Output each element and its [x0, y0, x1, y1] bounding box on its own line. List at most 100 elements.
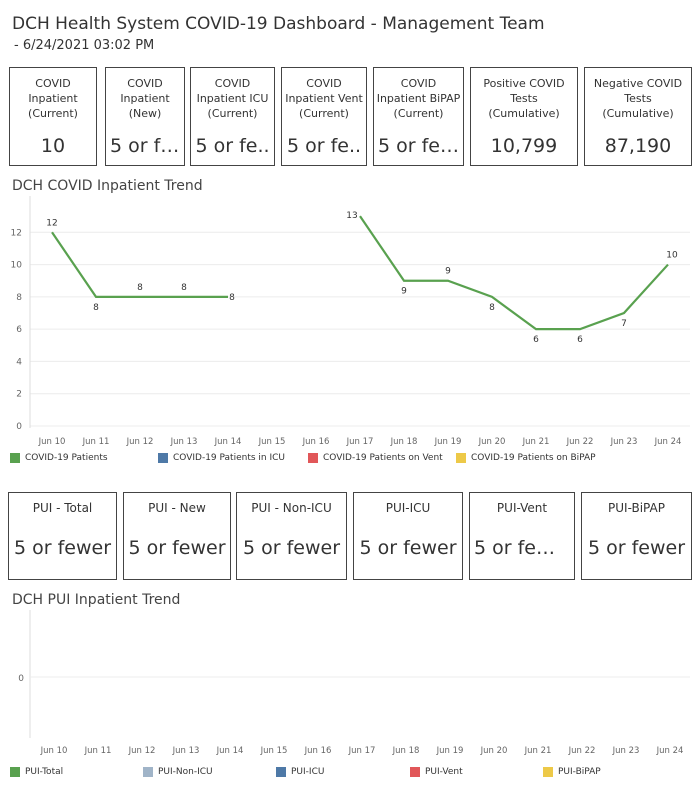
kpi-value: 5 or fe..: [110, 135, 184, 157]
data-label: 8: [489, 303, 495, 313]
legend-label: COVID-19 Patients on BiPAP: [471, 453, 596, 463]
pui-inpatient-trend-chart: 0 Jun 10 Jun 11 Jun 12 Jun 13 Jun 14 Jun 15 Jun…: [18, 610, 690, 756]
x-tick-label: Jun 20: [480, 746, 508, 756]
legend-swatch: [308, 453, 318, 463]
kpi-label: Negative COVID Tests (Cumulative): [593, 77, 683, 120]
legend-swatch: [276, 767, 286, 777]
data-label: 8: [229, 293, 235, 303]
kpi-label: COVID Inpatient (Current): [28, 77, 78, 120]
x-tick-label: Jun 15: [258, 437, 286, 447]
y-tick-label: 0: [16, 422, 22, 432]
legend-item: PUI-BiPAP: [543, 767, 601, 777]
x-tick-label: Jun 11: [82, 437, 110, 447]
kpi-label: COVID Inpatient ICU (Current): [196, 77, 269, 120]
data-label: 9: [445, 267, 451, 277]
x-tick-label: Jun 18: [390, 437, 418, 447]
pui-kpi-label: PUI-BiPAP: [608, 501, 665, 515]
pui-kpi-label: PUI - Total: [32, 501, 93, 515]
data-label: 10: [666, 251, 678, 261]
kpi-value: 10,799: [490, 135, 558, 157]
data-label: 13: [346, 211, 357, 221]
pui-kpi-label: PUI-Vent: [496, 501, 548, 515]
y-tick-label: 12: [11, 228, 22, 238]
pui-kpi-label: PUI - Non-ICU: [251, 501, 332, 515]
x-tick-label: Jun 19: [434, 437, 462, 447]
pui-kpi-label: PUI-ICU: [385, 501, 431, 515]
x-tick-label: Jun 17: [348, 746, 376, 756]
kpi-card: Negative COVID Tests (Cumulative) 87,190: [584, 67, 692, 166]
x-tick-label: Jun 14: [214, 437, 242, 447]
x-tick-label: Jun 15: [260, 746, 288, 756]
legend-swatch: [410, 767, 420, 777]
x-tick-label: Jun 23: [610, 437, 638, 447]
x-tick-label: Jun 16: [304, 746, 332, 756]
x-tick-label: Jun 21: [524, 746, 552, 756]
kpi-value: 5 or few..: [378, 135, 463, 157]
x-tick-label: Jun 13: [172, 746, 200, 756]
kpi-value: 87,190: [604, 135, 672, 157]
pui-kpi-card: PUI - Non-ICU 5 or fewer: [236, 492, 347, 580]
x-tick-label: Jun 10: [40, 746, 68, 756]
pui-kpi-card: PUI-ICU 5 or fewer: [353, 492, 463, 580]
data-label: 8: [181, 283, 187, 293]
pui-kpi-card: PUI - New 5 or fewer: [123, 492, 231, 580]
kpi-label: COVID Inpatient BiPAP (Current): [376, 77, 461, 120]
data-label: 8: [93, 303, 99, 313]
pui-kpi-card: PUI-Vent 5 or fewer: [469, 492, 575, 580]
legend-item: PUI-ICU: [276, 767, 324, 777]
x-tick-label: Jun 13: [170, 437, 198, 447]
kpi-card: COVID Inpatient (Current) 10: [9, 67, 97, 166]
covid-trend-title: DCH COVID Inpatient Trend: [12, 178, 203, 194]
legend-label: COVID-19 Patients: [25, 453, 108, 463]
legend-swatch: [10, 453, 20, 463]
legend-swatch: [456, 453, 466, 463]
legend-item: PUI-Total: [10, 767, 63, 777]
legend-item: COVID-19 Patients on BiPAP: [456, 453, 596, 463]
x-tick-label: Jun 16: [302, 437, 330, 447]
legend-label: COVID-19 Patients in ICU: [173, 453, 285, 463]
series-line: [51, 231, 228, 298]
page-timestamp: - 6/24/2021 03:02 PM: [14, 38, 155, 53]
y-tick-label: 2: [16, 390, 22, 400]
x-tick-label: Jun 18: [392, 746, 420, 756]
legend-label: PUI-BiPAP: [558, 767, 601, 777]
x-tick-label: Jun 10: [38, 437, 66, 447]
legend-swatch: [543, 767, 553, 777]
y-tick-label: 6: [16, 325, 22, 335]
kpi-label: COVID Inpatient Vent (Current): [285, 77, 363, 120]
legend-label: PUI-ICU: [291, 767, 325, 777]
pui-kpi-value: 5 or fewer: [474, 537, 572, 559]
data-label: 6: [533, 335, 539, 345]
legend-label: PUI-Non-ICU: [158, 767, 213, 777]
x-tick-label: Jun 24: [656, 746, 684, 756]
page-title: DCH Health System COVID-19 Dashboard - M…: [12, 14, 545, 34]
y-tick-label: 0: [18, 674, 24, 684]
data-label: 9: [401, 287, 407, 297]
legend-item: PUI-Vent: [410, 767, 463, 777]
legend-label: PUI-Vent: [425, 767, 463, 777]
kpi-label: COVID Inpatient (New): [120, 77, 170, 120]
x-tick-label: Jun 23: [612, 746, 640, 756]
x-tick-label: Jun 24: [654, 437, 682, 447]
data-label: 7: [621, 319, 627, 329]
pui-kpi-value: 5 or fewer: [13, 537, 112, 559]
legend-swatch: [10, 767, 20, 777]
data-label: 12: [46, 218, 57, 228]
x-tick-label: Jun 14: [216, 746, 244, 756]
pui-kpi-label: PUI - New: [148, 501, 206, 515]
pui-kpi-value: 5 or fewer: [242, 537, 341, 559]
x-tick-label: Jun 22: [568, 746, 596, 756]
pui-trend-title: DCH PUI Inpatient Trend: [12, 592, 181, 608]
y-tick-label: 4: [16, 357, 22, 367]
legend-item: COVID-19 Patients in ICU: [158, 453, 285, 463]
pui-kpi-value: 5 or fewer: [128, 537, 226, 559]
legend-item: COVID-19 Patients: [10, 453, 108, 463]
legend-item: COVID-19 Patients on Vent: [308, 453, 443, 463]
legend-label: PUI-Total: [25, 767, 64, 777]
x-tick-label: Jun 17: [346, 437, 374, 447]
data-label: 8: [137, 283, 143, 293]
legend-item: PUI-Non-ICU: [143, 767, 213, 777]
kpi-card: COVID Inpatient BiPAP (Current) 5 or few.…: [373, 67, 464, 166]
x-tick-label: Jun 20: [478, 437, 506, 447]
legend-label: COVID-19 Patients on Vent: [323, 453, 443, 463]
